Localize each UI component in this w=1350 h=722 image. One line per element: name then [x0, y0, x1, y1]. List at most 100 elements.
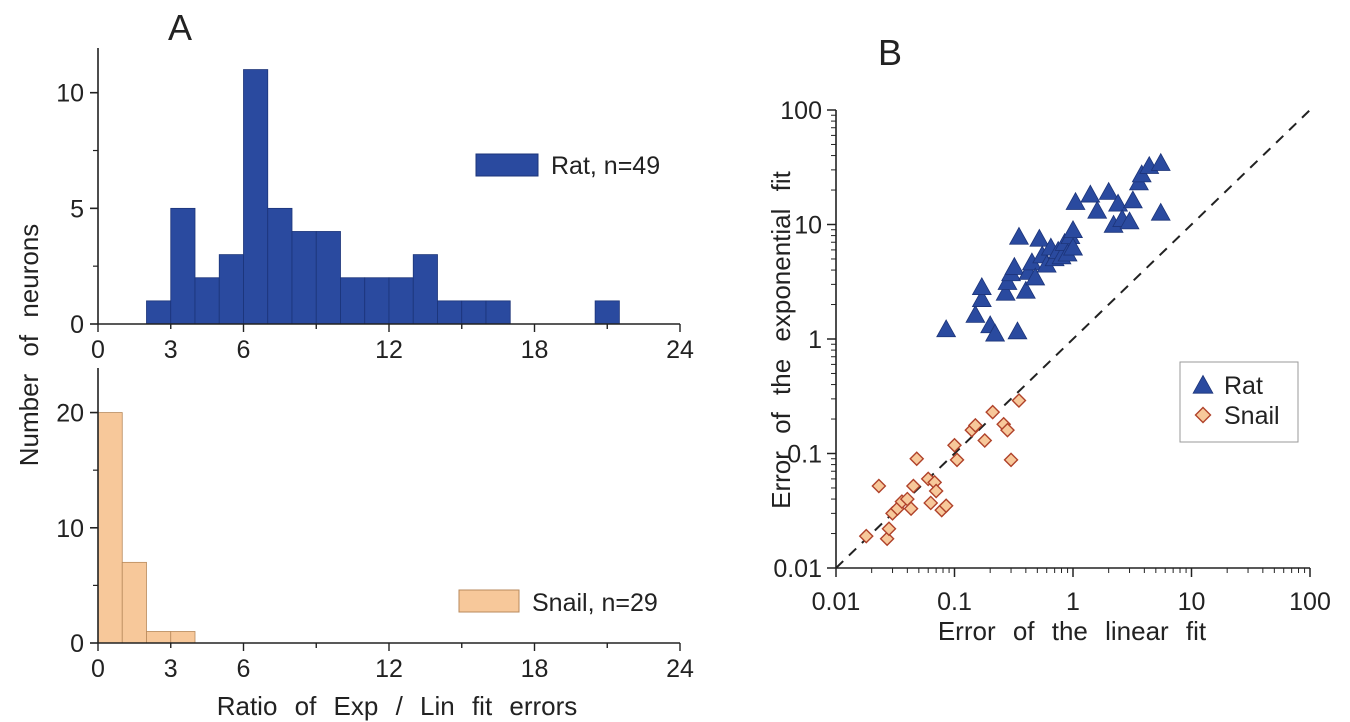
snail-y-tick-label: 10 — [56, 515, 84, 543]
scatter-x-tick-label: 10 — [1178, 588, 1206, 616]
rat-bar — [461, 300, 487, 325]
rat-point — [1108, 193, 1129, 212]
rat-y-tick-label: 0 — [70, 311, 84, 339]
legend-snail-marker — [1194, 406, 1212, 424]
rat-point — [971, 288, 992, 307]
rat-legend-swatch — [475, 153, 539, 177]
rat-point — [1122, 190, 1143, 209]
rat-bar — [146, 300, 172, 325]
rat-bar — [218, 254, 244, 325]
rat-x-tick-label: 12 — [375, 336, 403, 364]
rat-point — [936, 319, 957, 338]
snail-legend-swatch — [458, 589, 520, 613]
histogram-snail: 0 10 20 0 3 6 12 18 24 Snail, n=29 — [56, 368, 694, 683]
rat-point — [1150, 202, 1171, 221]
snail-point — [881, 521, 897, 537]
rat-x-tick-label: 6 — [237, 336, 251, 364]
snail-point — [905, 478, 921, 494]
snail-point — [967, 417, 983, 433]
rat-bars — [146, 69, 620, 325]
rat-point — [965, 304, 986, 323]
rat-bar — [437, 300, 463, 325]
rat-legend: Rat, n=49 — [475, 152, 660, 180]
scatter-axes: 0.01 0.01 0.1 0.1 1 1 10 10 100 100 — [773, 97, 1331, 616]
rat-x-tick-label: 24 — [666, 336, 694, 364]
rat-point — [1025, 267, 1046, 286]
snail-bars — [97, 412, 196, 644]
scatter-y-tick-label: 10 — [794, 212, 822, 240]
rat-point — [1015, 280, 1036, 299]
snail-bar — [146, 631, 172, 644]
scatter-x-tick-label: 0.01 — [812, 588, 861, 616]
snail-bar — [121, 561, 147, 644]
scatter-points — [858, 152, 1171, 547]
rat-bar — [267, 207, 293, 325]
snail-point — [928, 483, 944, 499]
rat-point — [997, 271, 1018, 290]
rat-point — [1029, 228, 1050, 247]
histogram-rat: 0 5 10 0 3 6 12 18 24 Rat, n=49 — [56, 48, 694, 364]
scatter-x-tick-label: 0.1 — [937, 588, 972, 616]
rat-axes: 0 5 10 0 3 6 12 18 24 — [56, 48, 694, 364]
rat-bar — [340, 277, 366, 325]
rat-point — [1087, 200, 1108, 219]
snail-x-tick-label: 24 — [666, 655, 694, 683]
snail-point — [879, 531, 895, 547]
rat-point — [1008, 226, 1030, 245]
scatter-legend-box — [1179, 361, 1299, 443]
rat-bar — [412, 254, 438, 325]
scatter-legend: Rat Snail — [1179, 361, 1299, 443]
rat-point — [971, 276, 992, 295]
snail-point — [947, 437, 962, 453]
rat-legend-label: Rat, n=49 — [551, 152, 660, 180]
snail-point — [903, 501, 919, 517]
rat-point — [1062, 220, 1084, 239]
rat-point — [1004, 256, 1025, 275]
rat-point — [1007, 321, 1028, 340]
rat-point — [1065, 191, 1086, 210]
rat-y-tick-label: 10 — [56, 80, 84, 108]
snail-legend: Snail, n=29 — [458, 589, 658, 617]
scatter-y-tick-label: 0.1 — [787, 441, 822, 469]
rat-x-tick-label: 3 — [164, 336, 178, 364]
panel-b-y-axis-title: Error of the exponential fit — [766, 170, 796, 508]
panel-a-x-axis-title: Ratio of Exp / Lin fit errors — [217, 691, 578, 721]
rat-x-tick-label: 18 — [521, 336, 549, 364]
rat-point — [985, 323, 1006, 342]
legend-label-rat: Rat — [1224, 372, 1263, 400]
snail-point — [858, 528, 874, 544]
snail-x-tick-label: 18 — [521, 655, 549, 683]
rat-x-tick-label: 0 — [91, 336, 105, 364]
panel-a-y-axis-title: Number of neurons — [14, 224, 44, 467]
panel-b-x-axis-title: Error of the linear fit — [938, 616, 1207, 646]
panel-b-letter: B — [878, 32, 902, 73]
rat-point — [1098, 181, 1119, 200]
snail-point — [938, 498, 954, 514]
snail-y-tick-label: 20 — [56, 400, 84, 428]
snail-x-tick-label: 12 — [375, 655, 403, 683]
rat-bar — [594, 300, 620, 325]
snail-bar — [97, 412, 123, 644]
rat-point — [995, 282, 1016, 301]
snail-x-tick-label: 0 — [91, 655, 105, 683]
snail-y-tick-label: 0 — [70, 630, 84, 658]
snail-point — [977, 432, 993, 448]
scatter-y-tick-label: 1 — [808, 326, 822, 354]
snail-point — [999, 422, 1015, 438]
rat-bar — [170, 207, 196, 325]
rat-bar — [194, 277, 220, 325]
scatter-x-tick-label: 100 — [1289, 588, 1331, 616]
snail-legend-label: Snail, n=29 — [532, 589, 658, 617]
snail-axes: 0 10 20 0 3 6 12 18 24 — [56, 368, 694, 683]
rat-bar — [315, 231, 341, 325]
snail-bar — [170, 631, 196, 644]
rat-y-tick-label: 5 — [70, 195, 84, 223]
rat-bar — [485, 300, 511, 325]
snail-point — [1003, 452, 1019, 468]
snail-point — [871, 478, 887, 494]
rat-point — [1119, 211, 1140, 230]
scatter-y-tick-label: 0.01 — [773, 555, 822, 583]
rat-bar — [388, 277, 414, 325]
rat-bar — [291, 231, 317, 325]
